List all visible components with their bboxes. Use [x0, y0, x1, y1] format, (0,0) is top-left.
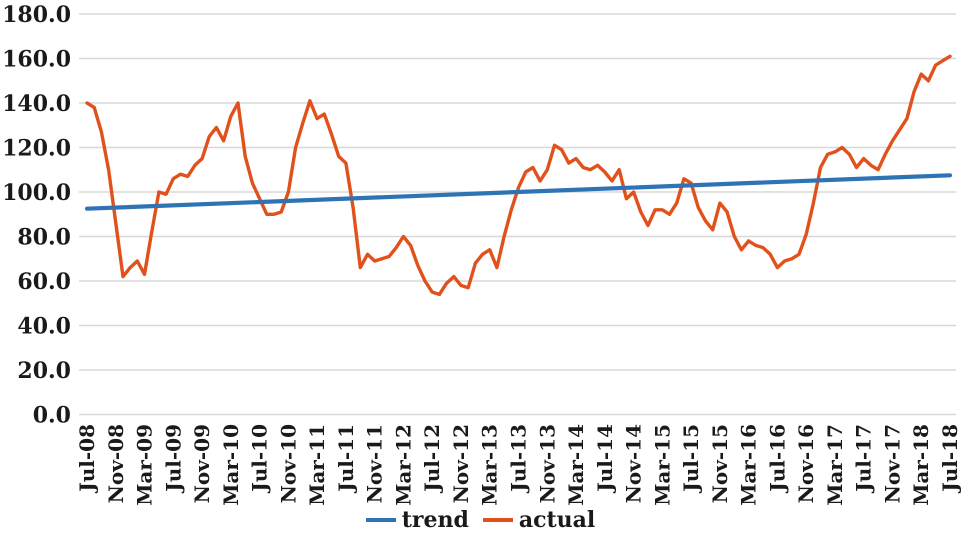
x-tick-label: Jul-11: [334, 424, 358, 494]
x-tick-label: Jul-14: [593, 424, 617, 494]
y-tick-label: 100.0: [2, 180, 71, 206]
x-tick-label: Mar-14: [564, 424, 588, 505]
x-tick-label: Jul-15: [679, 424, 703, 494]
x-tick-label: Jul-16: [765, 424, 789, 494]
y-tick-label: 40.0: [17, 314, 71, 340]
chart-legend: trend actual: [0, 505, 961, 535]
x-tick-label: Nov-14: [622, 424, 646, 503]
y-tick-label: 180.0: [2, 2, 71, 28]
x-tick-label: Nov-16: [794, 424, 818, 503]
x-tick-label: Nov-15: [708, 424, 732, 503]
y-tick-label: 60.0: [17, 269, 71, 295]
x-tick-label: Mar-16: [737, 424, 761, 505]
x-tick-label: Jul-13: [507, 424, 531, 494]
x-tick-label: Mar-17: [823, 424, 847, 505]
y-tick-label: 20.0: [17, 358, 71, 384]
y-tick-label: 160.0: [2, 47, 71, 73]
x-tick-label: Jul-12: [420, 424, 444, 494]
x-tick-label: Nov-12: [449, 424, 473, 503]
trend-line-swatch: [365, 518, 396, 522]
trend-series-line: [84, 173, 953, 211]
actual-series-line: [85, 54, 952, 297]
x-tick-label: Mar-15: [650, 424, 674, 505]
legend-label-actual: actual: [518, 507, 596, 533]
line-chart: 180.0 160.0 140.0 120.0 100.0 80.0 60.0 40.0 20.…: [2, 2, 961, 505]
x-tick-label: Mar-11: [305, 424, 329, 505]
y-tick-label: 120.0: [2, 136, 71, 162]
x-tick-label: Jul-09: [161, 424, 185, 494]
legend-item-actual: actual: [482, 507, 596, 533]
x-tick-label: Mar-13: [478, 424, 502, 505]
x-tick-label: Nov-10: [276, 424, 300, 503]
actual-line-swatch: [482, 518, 513, 522]
x-tick-label: Nov-13: [535, 424, 559, 503]
x-tick-label: Nov-08: [104, 424, 128, 503]
x-tick-label: Mar-10: [219, 424, 243, 505]
x-tick-label: Jul-18: [938, 424, 961, 494]
legend-item-trend: trend: [365, 507, 469, 533]
x-tick-label: Jul-10: [248, 424, 272, 494]
legend-label-trend: trend: [401, 507, 469, 533]
y-tick-label: 80.0: [17, 225, 71, 251]
x-tick-label: Mar-09: [133, 424, 157, 505]
x-tick-label: Nov-09: [190, 424, 214, 503]
y-tick-label: 140.0: [2, 91, 71, 117]
y-tick-label: 0.0: [33, 403, 71, 429]
x-tick-label: Nov-11: [363, 424, 387, 503]
x-tick-label: Mar-12: [391, 424, 415, 505]
x-tick-label: Nov-17: [881, 424, 905, 503]
x-tick-label: Mar-18: [909, 424, 933, 505]
x-tick-label: Jul-08: [75, 424, 99, 494]
x-tick-label: Jul-17: [852, 424, 876, 494]
